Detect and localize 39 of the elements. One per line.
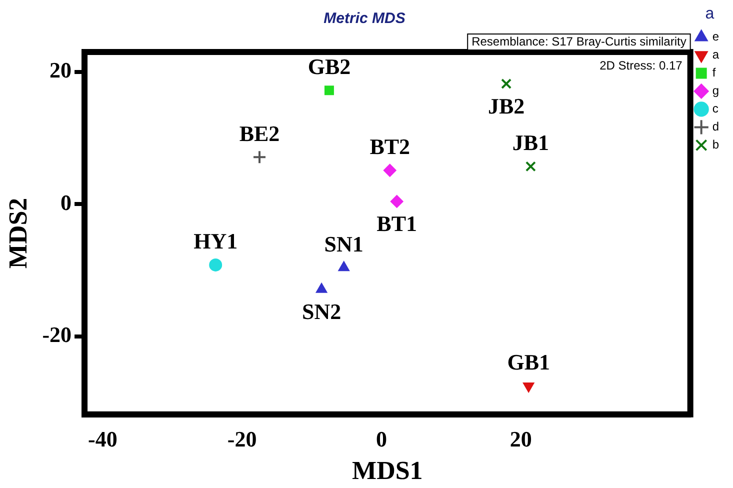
- chart-title: Metric MDS: [324, 10, 406, 28]
- point: [324, 86, 334, 96]
- annotation: BT2: [370, 134, 410, 160]
- x-tick-label: 20: [510, 426, 532, 452]
- annotation: GB2: [308, 54, 351, 80]
- point: [501, 78, 512, 89]
- annotation: HY1: [194, 228, 238, 254]
- point: [390, 194, 404, 208]
- point: [252, 150, 267, 164]
- legend-label: c: [712, 102, 718, 116]
- annotation: JB1: [512, 130, 550, 156]
- y-tick-label: 0: [60, 190, 72, 215]
- annotation: SN1: [324, 231, 364, 256]
- point: [316, 282, 328, 293]
- legend-title: a: [705, 5, 714, 22]
- legend-label: a: [712, 48, 720, 62]
- point: [209, 258, 222, 272]
- x-tick-label: -40: [88, 426, 118, 452]
- annotation: 2D Stress: 0.17: [600, 58, 683, 72]
- legend-label: e: [712, 30, 720, 44]
- legend-label: g: [712, 84, 720, 98]
- annotation: GB1: [507, 350, 550, 375]
- x-tick-label: 0: [376, 426, 387, 452]
- annotation: BE2: [239, 120, 280, 146]
- text: Resemblance: S17 Bray-Curtis similarity: [472, 34, 686, 48]
- point: [525, 161, 536, 172]
- legend-label: d: [712, 120, 720, 134]
- annotation: BT1: [376, 211, 418, 236]
- x-tick-label: -20: [227, 426, 257, 452]
- point: [383, 164, 396, 177]
- y-tick-label: -20: [42, 322, 72, 348]
- legend-label: b: [712, 138, 720, 152]
- annotation: JB2: [488, 93, 525, 118]
- x-axis-title: MDS1: [352, 456, 423, 486]
- legend-label: f: [712, 66, 716, 80]
- annotation: SN2: [302, 299, 342, 324]
- y-axis-title: MDS2: [3, 198, 32, 269]
- y-tick-label: 20: [50, 58, 72, 83]
- point: [338, 261, 350, 272]
